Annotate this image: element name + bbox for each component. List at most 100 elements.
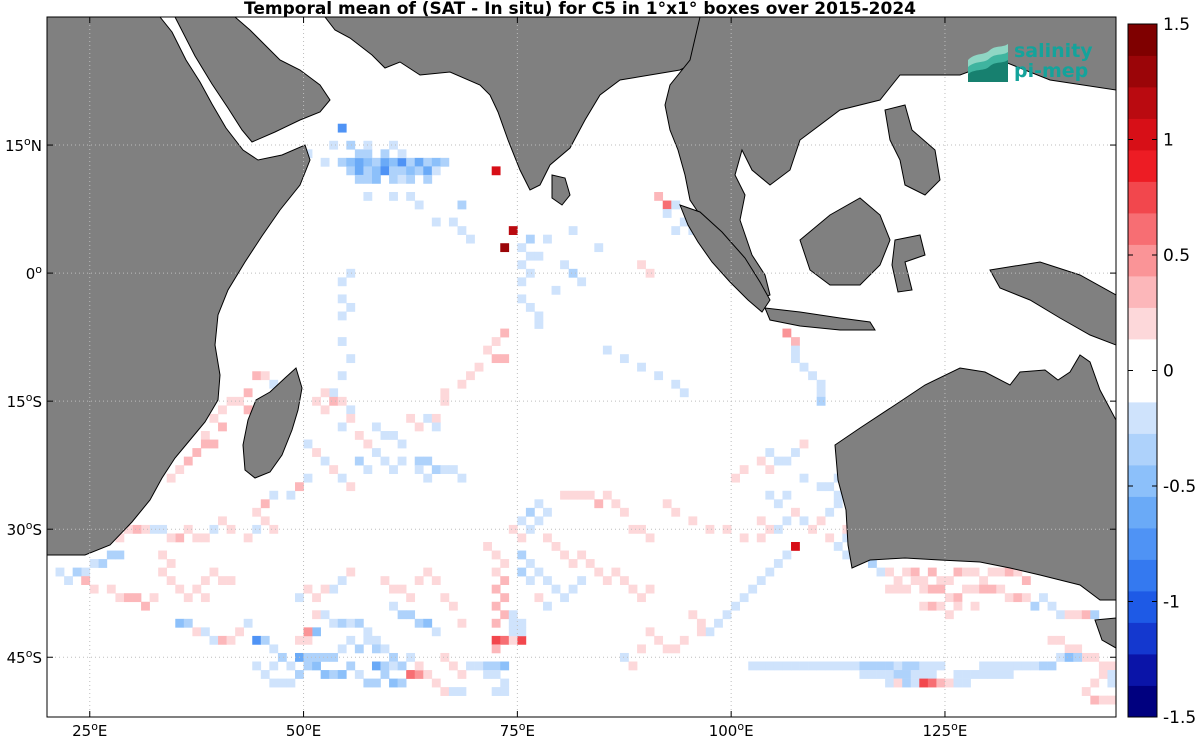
data-cell	[944, 576, 954, 585]
data-cell	[910, 576, 920, 585]
data-cell	[235, 627, 244, 637]
data-cell	[765, 448, 775, 457]
data-cell	[1107, 670, 1116, 679]
data-cell	[782, 328, 792, 338]
data-cell	[431, 465, 441, 475]
data-cell	[491, 644, 501, 654]
data-cell	[1013, 593, 1023, 603]
data-cell	[346, 302, 356, 312]
data-cell	[577, 490, 587, 500]
land-africa	[47, 17, 311, 556]
data-cell	[996, 661, 1006, 671]
data-cell	[696, 627, 706, 637]
data-cell	[303, 473, 313, 483]
colorbar-tick-label: 0	[1163, 362, 1174, 382]
data-cell	[354, 431, 364, 440]
data-cell	[919, 678, 929, 688]
data-cell	[106, 584, 116, 594]
data-cell	[397, 166, 407, 176]
data-cell	[628, 661, 638, 671]
data-cell	[543, 507, 552, 517]
data-cell	[876, 670, 886, 679]
data-cell	[611, 567, 621, 577]
data-cell	[200, 627, 210, 637]
data-cell	[312, 396, 321, 406]
data-cell	[525, 559, 535, 568]
data-cell	[996, 584, 1006, 594]
data-cell	[354, 670, 364, 679]
data-cell	[243, 618, 253, 628]
data-cell	[825, 507, 835, 517]
data-cell	[1116, 687, 1125, 696]
data-cell	[577, 550, 587, 560]
data-cell	[731, 473, 741, 483]
data-cell	[919, 670, 929, 679]
data-cell	[363, 149, 373, 159]
data-cell	[517, 277, 527, 287]
data-cell	[534, 251, 544, 261]
data-cell	[423, 473, 433, 483]
data-cell	[346, 661, 356, 671]
data-cell	[919, 601, 929, 611]
data-cell	[166, 576, 176, 585]
data-cell	[816, 388, 826, 398]
data-cell	[902, 661, 912, 671]
data-cell	[303, 661, 313, 671]
data-cell	[885, 661, 894, 671]
data-cell	[508, 627, 518, 637]
data-cell	[337, 576, 347, 585]
data-cell	[739, 533, 749, 543]
data-cell	[748, 661, 758, 671]
colorbar-segment	[1128, 55, 1157, 88]
data-cell	[431, 413, 441, 423]
data-cell	[269, 661, 279, 671]
data-cell	[389, 157, 398, 167]
data-cell	[406, 413, 416, 423]
data-cell	[962, 670, 971, 679]
data-cell	[585, 490, 595, 500]
data-cell	[346, 405, 356, 415]
data-cell	[782, 550, 792, 560]
data-cell	[1098, 661, 1108, 671]
data-cell	[987, 661, 997, 671]
data-cell	[337, 670, 347, 679]
data-cell	[927, 661, 937, 671]
data-cell	[192, 627, 202, 637]
data-cell	[893, 661, 903, 671]
data-cell	[192, 533, 202, 543]
data-cell	[132, 593, 142, 603]
data-cell	[953, 593, 963, 603]
data-cell	[1047, 601, 1057, 611]
colorbar-segment	[1128, 118, 1157, 151]
data-cell	[1090, 610, 1100, 620]
colorbar-segment	[1128, 591, 1157, 623]
data-cell	[397, 174, 407, 184]
data-cell	[209, 413, 219, 423]
data-cell	[500, 687, 510, 696]
colorbar-segment	[1128, 244, 1157, 277]
data-cell	[491, 354, 501, 364]
data-cell	[363, 166, 373, 176]
data-cell	[979, 584, 989, 594]
data-cell	[183, 593, 193, 603]
data-cell	[628, 584, 638, 594]
data-cell	[979, 576, 989, 585]
data-cell	[808, 371, 817, 381]
data-cell	[1039, 661, 1048, 671]
data-cell	[1004, 567, 1014, 577]
data-cell	[200, 533, 210, 543]
data-cell	[209, 524, 219, 534]
x-tick-label: 75oE	[500, 720, 535, 740]
data-cell	[662, 644, 672, 654]
data-cell	[1039, 593, 1048, 603]
colorbar-tick-label: 1.5	[1163, 15, 1190, 35]
data-cell	[731, 601, 741, 611]
data-cell	[1107, 695, 1116, 705]
data-cell	[560, 550, 569, 560]
data-cell	[389, 166, 398, 176]
data-cell	[337, 277, 347, 287]
data-cell	[269, 678, 279, 688]
data-cell	[765, 490, 775, 500]
data-cell	[371, 157, 381, 167]
data-cell	[791, 448, 800, 457]
